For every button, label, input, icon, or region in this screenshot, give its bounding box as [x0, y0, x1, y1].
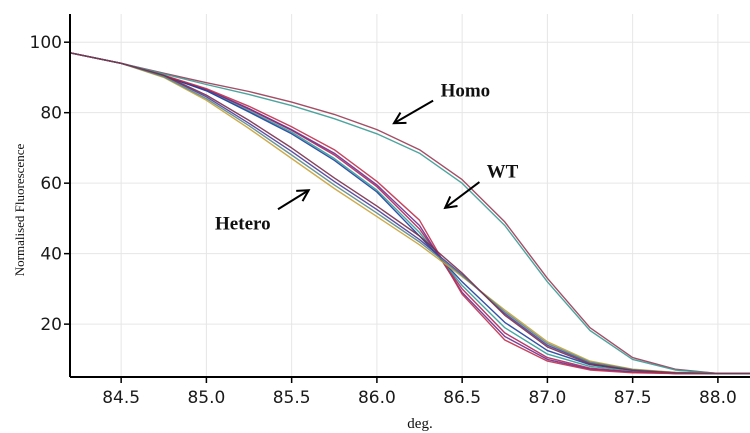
- y-tick-label: 60: [40, 174, 62, 194]
- annotation-label-wt: WT: [487, 162, 519, 183]
- x-tick-label: 87.0: [528, 388, 566, 408]
- axes: [64, 14, 750, 383]
- y-axis-title: Normalised Fluorescence: [12, 144, 27, 277]
- y-tick-labels: 20 40 60 80 100: [30, 33, 62, 335]
- series-line-homo-6: [69, 52, 750, 375]
- annotations: Homo WT Hetero: [215, 81, 519, 235]
- annotation-arrowhead-homo: [392, 112, 407, 125]
- x-tick-label: 86.0: [358, 388, 396, 408]
- x-tick-label: 84.5: [102, 388, 140, 408]
- y-tick-label: 20: [40, 315, 62, 335]
- series-line-wt-4: [69, 52, 750, 375]
- x-tick-label: 85.0: [187, 388, 225, 408]
- series-line-hetero-10: [69, 52, 750, 375]
- annotation-arrow-hetero: [277, 189, 310, 211]
- x-tick-label: 88.0: [699, 388, 737, 408]
- x-tick-labels: 84.5 85.0 85.5 86.0 86.5 87.0 87.5 88.0: [102, 388, 737, 408]
- y-tick-label: 80: [40, 104, 62, 124]
- x-tick-label: 87.5: [614, 388, 652, 408]
- y-tick-label: 40: [40, 245, 62, 265]
- x-tick-label: 86.5: [443, 388, 481, 408]
- x-axis-title: deg.: [407, 416, 432, 432]
- y-tick-label: 100: [30, 33, 62, 53]
- annotation-arrowhead-hetero: [296, 189, 311, 202]
- series-line-homo-5: [69, 52, 750, 375]
- annotation-label-hetero: Hetero: [215, 213, 271, 234]
- x-tick-label: 85.5: [273, 388, 311, 408]
- annotation-arrowhead-wt: [443, 196, 458, 210]
- annotation-label-homo: Homo: [441, 81, 491, 102]
- annotation-arrow-wt: [444, 181, 481, 209]
- series-lines: [69, 52, 750, 375]
- annotation-arrow-homo: [393, 99, 434, 125]
